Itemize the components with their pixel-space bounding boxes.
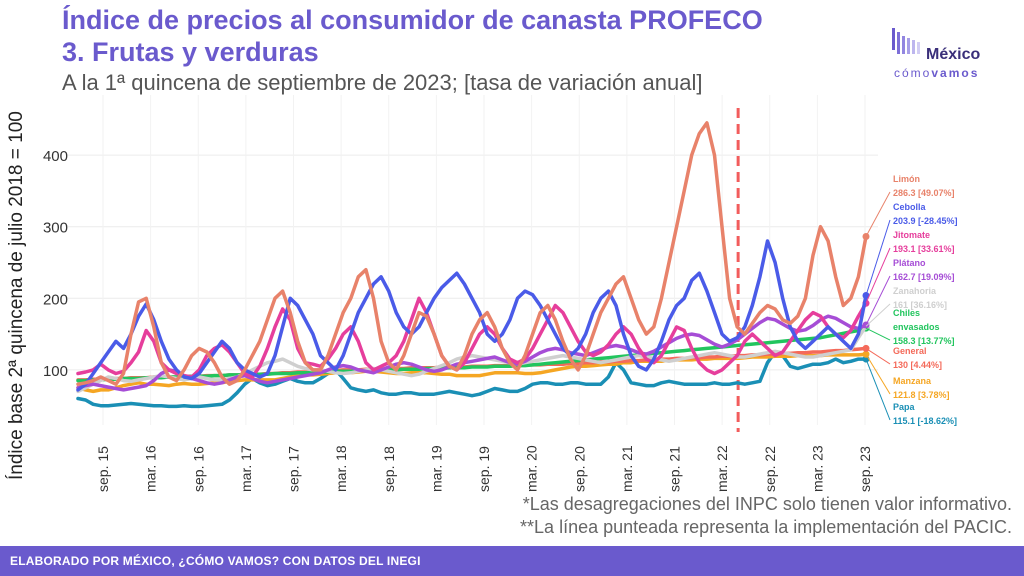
series-name-label: Chiles bbox=[893, 308, 920, 318]
label-leader-line bbox=[865, 354, 891, 395]
logo-bars-icon bbox=[892, 28, 920, 54]
x-tick-label: mar. 21 bbox=[619, 445, 635, 492]
y-axis: 100 200 300 400 bbox=[43, 148, 68, 380]
label-leader-line bbox=[865, 347, 891, 365]
logo-subtitle: cómovamos bbox=[894, 66, 980, 80]
x-tick-label: mar. 23 bbox=[809, 445, 825, 492]
series-value-label: 130 [4.44%] bbox=[893, 360, 942, 370]
series-value-label: 121.8 [3.78%] bbox=[893, 390, 950, 400]
series-value-label: 203.9 [-28.45%] bbox=[893, 216, 958, 226]
label-leader-line bbox=[865, 303, 891, 327]
x-tick-label: sep. 23 bbox=[857, 446, 873, 492]
label-leader-line bbox=[865, 275, 891, 326]
series-value-label: 286.3 [49.07%] bbox=[893, 188, 955, 198]
x-tick-label: sep. 16 bbox=[190, 446, 206, 492]
x-tick-label: sep. 22 bbox=[762, 446, 778, 492]
series-name-label: Cebolla bbox=[893, 202, 927, 212]
series-name-label: Zanahoria bbox=[893, 286, 937, 296]
x-tick-label: sep. 18 bbox=[381, 446, 397, 492]
chart-title-line2: 3. Frutas y verduras bbox=[62, 37, 319, 67]
label-leader-line bbox=[865, 327, 891, 341]
y-tick-label: 100 bbox=[43, 363, 68, 380]
series-name-label: Manzana bbox=[893, 376, 932, 386]
series-line-chiles bbox=[76, 326, 868, 383]
note-pacic-line: **La línea punteada representa la implem… bbox=[520, 517, 1012, 537]
footer-credit: ELABORADO POR MÉXICO, ¿CÓMO VAMOS? CON D… bbox=[10, 554, 421, 568]
footer-bar: ELABORADO POR MÉXICO, ¿CÓMO VAMOS? CON D… bbox=[0, 546, 1024, 576]
x-tick-label: mar. 19 bbox=[428, 445, 444, 492]
chart-subtitle: A la 1ª quincena de septiembre de 2023; … bbox=[62, 70, 703, 95]
logo-name: México bbox=[926, 46, 981, 63]
series-labels: Limón 286.3 [49.07%] Cebolla 203.9 [-28.45%… bbox=[865, 174, 958, 426]
series-value-label: 162.7 [19.09%] bbox=[893, 272, 955, 282]
series-line-papa bbox=[76, 350, 868, 409]
chart-title: Índice de precios al consumidor de canas… bbox=[62, 5, 763, 35]
y-tick-label: 200 bbox=[43, 291, 68, 308]
x-tick-label: sep. 17 bbox=[286, 446, 302, 492]
mexico-como-vamos-logo: México cómovamos bbox=[888, 24, 998, 84]
x-axis: sep. 15 mar. 16 sep. 16 mar. 17 sep. 17 mar. … bbox=[95, 445, 873, 492]
x-tick-label: mar. 18 bbox=[333, 445, 349, 492]
series-line-cebolla bbox=[76, 239, 868, 392]
x-tick-label: mar. 17 bbox=[238, 445, 254, 492]
x-tick-label: mar. 20 bbox=[524, 445, 540, 492]
x-tick-label: mar. 16 bbox=[143, 445, 159, 492]
series-name-label: Papa bbox=[893, 402, 916, 412]
series-lines bbox=[76, 121, 870, 409]
series-name-label: Jitomate bbox=[893, 230, 930, 240]
label-leader-line bbox=[865, 191, 891, 237]
x-tick-label: sep. 19 bbox=[476, 446, 492, 492]
series-value-label: 161 [36.16%] bbox=[893, 300, 947, 310]
series-name-label: General bbox=[893, 346, 927, 356]
label-leader-line bbox=[865, 358, 891, 421]
x-tick-label: sep. 21 bbox=[667, 446, 683, 492]
series-name-label: envasados bbox=[893, 322, 940, 332]
line-chart: 100 200 300 400 sep. 15 mar. 16 sep. 16 mar. 1… bbox=[6, 95, 958, 492]
x-tick-label: mar. 22 bbox=[714, 445, 730, 492]
series-value-label: 115.1 [-18.62%] bbox=[893, 416, 957, 426]
series-name-label: Limón bbox=[893, 174, 920, 184]
series-value-label: 193.1 [33.61%] bbox=[893, 244, 955, 254]
series-line-plátano bbox=[76, 314, 868, 392]
series-name-label: Plátano bbox=[893, 258, 926, 268]
series-line-limón bbox=[76, 121, 868, 386]
x-tick-label: sep. 20 bbox=[571, 446, 587, 492]
x-tick-label: sep. 15 bbox=[95, 446, 111, 492]
y-axis-label: Índice base 2ª quincena de julio 2018 = … bbox=[6, 111, 27, 480]
label-leader-line bbox=[865, 247, 891, 304]
series-value-label: 158.3 [13.77%] bbox=[893, 336, 955, 346]
y-tick-label: 400 bbox=[43, 148, 68, 165]
label-leader-line bbox=[865, 219, 891, 296]
y-tick-label: 300 bbox=[43, 220, 68, 237]
note-disaggregation: *Las desagregaciones del INPC solo tiene… bbox=[522, 494, 1012, 514]
